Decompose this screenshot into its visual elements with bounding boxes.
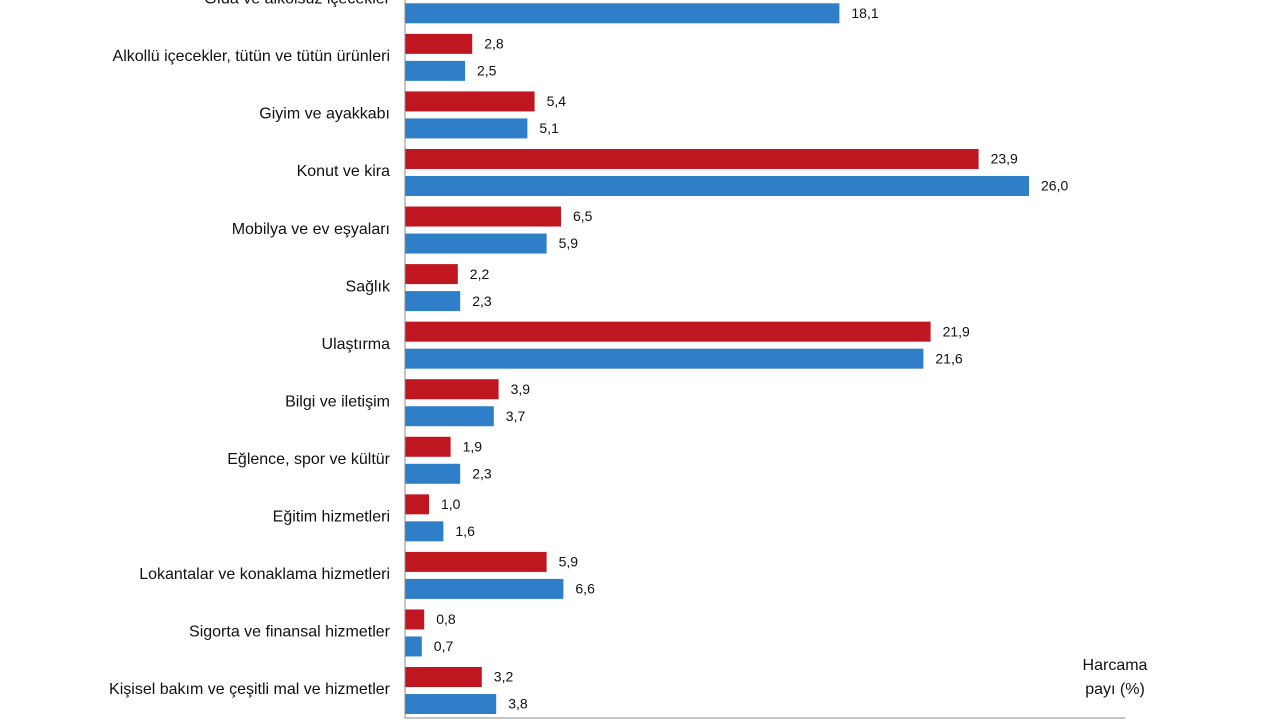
value-label: 5,4 xyxy=(547,93,567,109)
value-label: 1,0 xyxy=(441,496,461,512)
bar xyxy=(405,551,547,572)
y-tick-label: Eğitim hizmetleri xyxy=(273,509,390,526)
value-label: 0,7 xyxy=(434,638,454,654)
bar xyxy=(405,3,840,24)
value-label: 3,9 xyxy=(511,381,531,397)
bar xyxy=(405,406,494,427)
bar xyxy=(405,264,458,285)
y-tick-label: Kişisel bakım ve çeşitli mal ve hizmetle… xyxy=(109,681,391,698)
value-label: 1,6 xyxy=(455,523,475,539)
value-label: 21,6 xyxy=(935,350,962,366)
y-tick-label: Sağlık xyxy=(346,278,391,295)
value-label: 2,3 xyxy=(472,465,492,481)
value-label: 2,8 xyxy=(484,36,504,52)
bar xyxy=(405,148,979,169)
y-tick-label: Giyim ve ayakkabı xyxy=(259,106,390,123)
value-label: 1,9 xyxy=(463,438,483,454)
value-label: 18,1 xyxy=(851,5,878,21)
y-tick-label: Bilgi ve iletişim xyxy=(285,393,390,410)
value-label: 0,8 xyxy=(436,611,456,627)
value-label: 26,0 xyxy=(1041,178,1068,194)
value-label: 5,1 xyxy=(539,120,559,136)
bar xyxy=(405,494,429,515)
axis-label: Harcama xyxy=(1083,657,1148,674)
bar xyxy=(405,206,561,227)
value-label: 3,7 xyxy=(506,408,526,424)
bar xyxy=(405,578,564,599)
bar xyxy=(405,667,482,688)
value-label: 23,9 xyxy=(991,151,1018,167)
y-tick-label: Gıda ve alkolsüz içecekler xyxy=(204,0,391,8)
bar xyxy=(405,521,444,542)
value-label: 21,9 xyxy=(943,323,970,339)
value-label: 3,8 xyxy=(508,696,528,712)
bar xyxy=(405,233,547,254)
value-label: 5,9 xyxy=(559,554,579,570)
y-tick-label: Sigorta ve finansal hizmetler xyxy=(189,624,391,641)
y-tick-label: Mobilya ve ev eşyaları xyxy=(232,221,390,238)
bar xyxy=(405,348,924,369)
axis-label: payı (%) xyxy=(1085,681,1145,698)
value-label: 2,2 xyxy=(470,266,490,282)
y-tick-label: Ulaştırma xyxy=(322,336,391,353)
bar xyxy=(405,60,465,81)
y-tick-label: Alkollü içecekler, tütün ve tütün ürünle… xyxy=(113,48,390,65)
value-label: 2,5 xyxy=(477,63,497,79)
bar xyxy=(405,609,425,630)
value-label: 6,5 xyxy=(573,208,593,224)
value-label: 3,2 xyxy=(494,669,514,685)
value-label: 2,3 xyxy=(472,293,492,309)
bar xyxy=(405,436,451,457)
bar xyxy=(405,91,535,112)
bar xyxy=(405,321,931,342)
bar xyxy=(405,291,461,312)
value-label: 5,9 xyxy=(559,235,579,251)
y-tick-label: Konut ve kira xyxy=(297,163,390,180)
bar xyxy=(405,33,473,54)
bar xyxy=(405,379,499,400)
bar xyxy=(405,694,497,715)
bar xyxy=(405,118,528,139)
bar xyxy=(405,636,422,657)
bar xyxy=(405,175,1029,196)
value-label: 6,6 xyxy=(575,581,595,597)
y-tick-label: Lokantalar ve konaklama hizmetleri xyxy=(139,566,390,583)
bar xyxy=(405,463,461,484)
y-tick-label: Eğlence, spor ve kültür xyxy=(227,451,390,468)
